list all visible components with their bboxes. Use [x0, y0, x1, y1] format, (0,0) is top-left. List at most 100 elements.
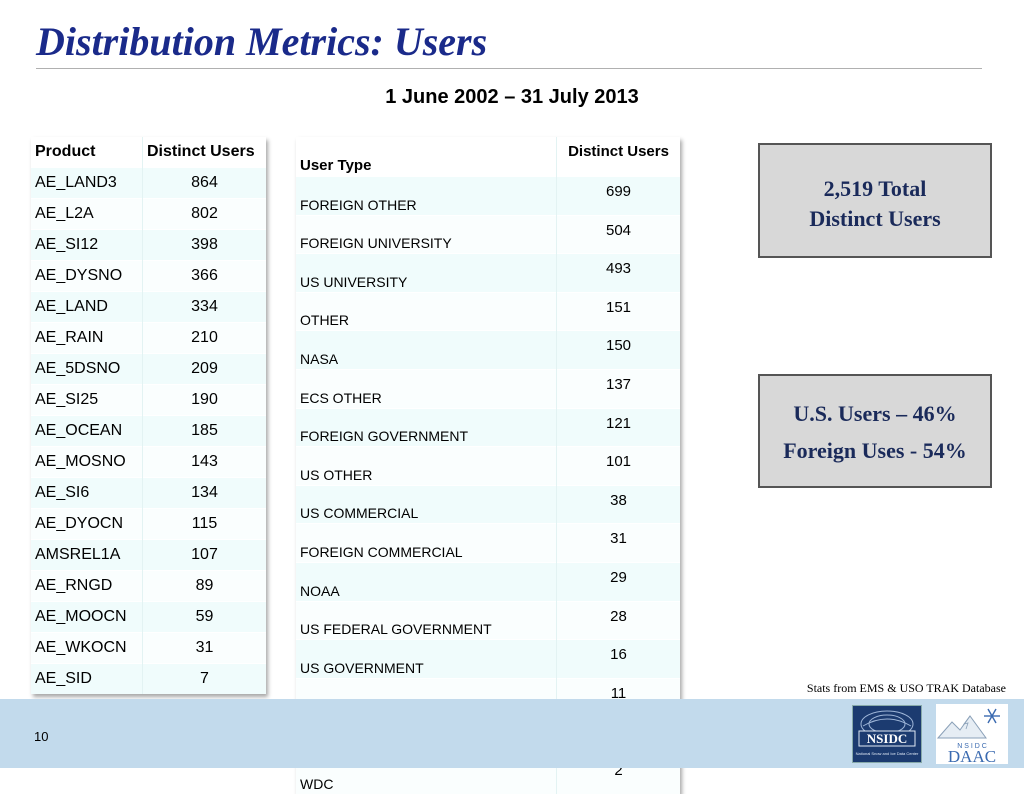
column-header-distinct-users: Distinct Users: [142, 137, 266, 168]
row-value-cell: 699: [556, 176, 680, 216]
table-row: AE_L2A 802: [31, 198, 266, 230]
us-foreign-split-callout: U.S. Users – 46% Foreign Uses - 54%: [758, 374, 992, 488]
row-label-cell: FOREIGN OTHER: [296, 176, 557, 216]
footer-band: 10 NSIDC National Snow and Ice Data Cent…: [0, 699, 1024, 768]
row-value-cell: 334: [142, 291, 266, 323]
row-label-cell: AE_RAIN: [31, 322, 143, 354]
table-row: AE_DYOCN 115: [31, 508, 266, 540]
row-value-cell: 31: [556, 523, 680, 563]
total-users-label: Distinct Users: [809, 206, 941, 231]
row-label-cell: AE_SID: [31, 663, 143, 694]
table-row: AE_WKOCN 31: [31, 632, 266, 664]
total-users-callout: 2,519 Total Distinct Users: [758, 143, 992, 258]
table-row: AE_SID 7: [31, 663, 266, 694]
row-label-cell: AE_MOSNO: [31, 446, 143, 478]
row-label-cell: NASA: [296, 330, 557, 370]
row-label-cell: AE_WKOCN: [31, 632, 143, 664]
row-label-cell: FOREIGN COMMERCIAL: [296, 523, 557, 563]
total-users-value: 2,519 Total: [823, 176, 927, 201]
row-label-cell: AE_SI12: [31, 229, 143, 261]
products-table: Product Distinct Users AE_LAND3 864 AE_L2A…: [31, 137, 266, 694]
table-row: AE_RNGD 89: [31, 570, 266, 602]
table-row: FOREIGN OTHER 699: [296, 176, 680, 216]
row-value-cell: 151: [556, 291, 680, 331]
table-row: AE_SI6 134: [31, 477, 266, 509]
nsidc-globe-icon: NSIDC National Snow and Ice Data Center: [856, 710, 919, 756]
row-value-cell: 210: [142, 322, 266, 354]
row-label-cell: ECS OTHER: [296, 368, 557, 409]
row-label-cell: AE_MOOCN: [31, 601, 143, 633]
title-divider: [36, 68, 982, 69]
daac-logo-top-text: N S I D C: [957, 743, 987, 750]
column-header-product: Product: [31, 137, 143, 168]
row-label-cell: US UNIVERSITY: [296, 253, 557, 293]
row-value-cell: 29: [556, 561, 680, 602]
table-row: ECS OTHER 137: [296, 368, 680, 409]
row-value-cell: 802: [142, 198, 266, 230]
row-value-cell: 185: [142, 415, 266, 447]
table-row: US OTHER 101: [296, 446, 680, 486]
column-header-distinct-users: Distinct Users: [556, 137, 680, 177]
nsidc-logo: NSIDC National Snow and Ice Data Center: [852, 705, 922, 763]
table-row: US COMMERCIAL 38: [296, 484, 680, 524]
table-row: AMSREL1A 107: [31, 539, 266, 571]
row-label-cell: US GOVERNMENT: [296, 639, 557, 679]
row-value-cell: 7: [142, 663, 266, 694]
us-users-share: U.S. Users – 46%: [793, 401, 957, 426]
row-label-cell: NOAA: [296, 561, 557, 602]
row-value-cell: 38: [556, 484, 680, 524]
date-range-subtitle: 1 June 2002 – 31 July 2013: [385, 86, 639, 108]
table-row: NOAA 29: [296, 561, 680, 602]
row-label-cell: AE_RNGD: [31, 570, 143, 602]
row-value-cell: 493: [556, 253, 680, 293]
table-row: AE_LAND 334: [31, 291, 266, 323]
daac-logo-text: DAAC: [948, 747, 996, 764]
table-row: AE_RAIN 210: [31, 322, 266, 354]
table-row: FOREIGN COMMERCIAL 31: [296, 523, 680, 563]
row-label-cell: FOREIGN UNIVERSITY: [296, 214, 557, 254]
table-row: AE_SI12 398: [31, 229, 266, 261]
row-value-cell: 134: [142, 477, 266, 509]
table-row: AE_DYSNO 366: [31, 260, 266, 292]
row-value-cell: 864: [142, 167, 266, 199]
table-header-row: User Type Distinct Users: [296, 137, 680, 177]
table-header-row: Product Distinct Users: [31, 137, 266, 168]
table-row: US GOVERNMENT 16: [296, 639, 680, 679]
row-value-cell: 31: [142, 632, 266, 664]
row-value-cell: 366: [142, 260, 266, 292]
row-value-cell: 143: [142, 446, 266, 478]
page-number: 10: [34, 729, 49, 744]
row-label-cell: AE_DYOCN: [31, 508, 143, 540]
row-value-cell: 115: [142, 508, 266, 540]
foreign-users-share: Foreign Uses - 54%: [783, 438, 967, 463]
row-value-cell: 101: [556, 446, 680, 486]
row-value-cell: 190: [142, 384, 266, 416]
row-label-cell: AE_LAND: [31, 291, 143, 323]
row-value-cell: 89: [142, 570, 266, 602]
row-label-cell: US OTHER: [296, 446, 557, 486]
table-row: AE_5DSNO 209: [31, 353, 266, 385]
row-value-cell: 121: [556, 407, 680, 447]
row-label-cell: AE_SI25: [31, 384, 143, 416]
row-label-cell: US COMMERCIAL: [296, 484, 557, 524]
table-row: FOREIGN UNIVERSITY 504: [296, 214, 680, 254]
row-label-cell: AE_SI6: [31, 477, 143, 509]
row-label-cell: OTHER: [296, 291, 557, 331]
user-types-table: User Type Distinct Users FOREIGN OTHER 69…: [296, 137, 680, 794]
row-value-cell: 107: [142, 539, 266, 571]
row-label-cell: AE_DYSNO: [31, 260, 143, 292]
row-label-cell: AE_OCEAN: [31, 415, 143, 447]
table-row: AE_MOSNO 143: [31, 446, 266, 478]
row-value-cell: 137: [556, 368, 680, 409]
table-row: AE_LAND3 864: [31, 167, 266, 199]
table-row: AE_OCEAN 185: [31, 415, 266, 447]
nsidc-logo-tagline: National Snow and Ice Data Center: [856, 751, 919, 756]
row-value-cell: 209: [142, 353, 266, 385]
table-row: NASA 150: [296, 330, 680, 370]
table-row: US FEDERAL GOVERNMENT 28: [296, 600, 680, 640]
row-value-cell: 398: [142, 229, 266, 261]
row-label-cell: FOREIGN GOVERNMENT: [296, 407, 557, 447]
row-label-cell: AMSREL1A: [31, 539, 143, 571]
row-label-cell: AE_L2A: [31, 198, 143, 230]
row-value-cell: 16: [556, 639, 680, 679]
